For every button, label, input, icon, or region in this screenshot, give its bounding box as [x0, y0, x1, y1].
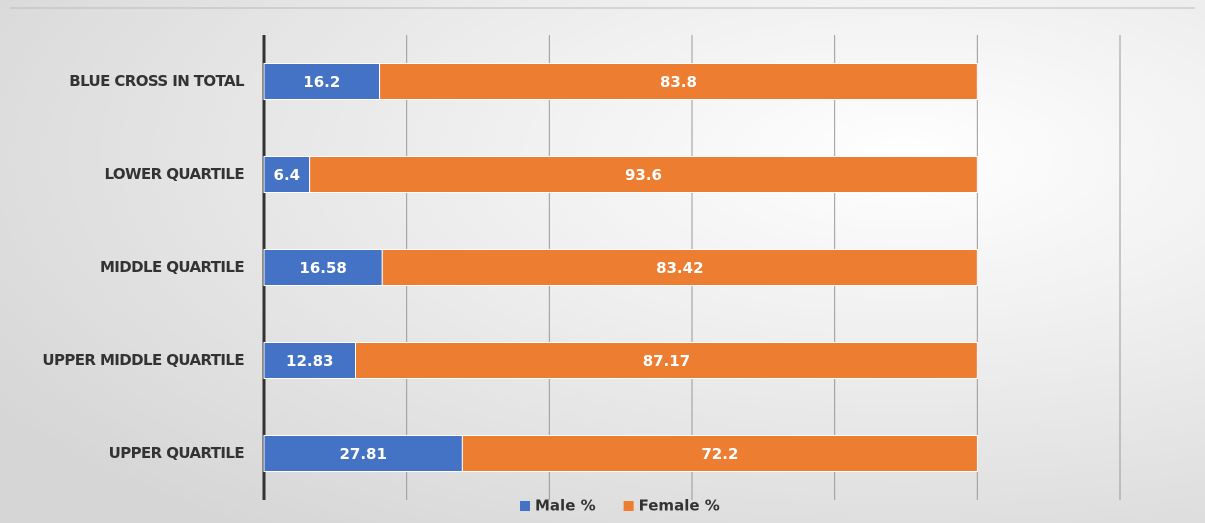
data-label: 87.17 [643, 352, 690, 370]
data-label: 72.2 [701, 445, 738, 463]
bar-segment [461, 435, 978, 472]
bar-segment [379, 63, 978, 100]
bar-segment [355, 342, 978, 379]
bar-segment [263, 435, 463, 472]
legend-label: Female % [639, 497, 720, 515]
legend-label: Male % [535, 497, 596, 515]
category-label: BLUE CROSS IN TOTAL [69, 72, 245, 90]
legend-swatch [623, 501, 634, 511]
bar-segment [263, 249, 383, 286]
bar-segment [381, 249, 978, 286]
data-label: 16.58 [299, 259, 346, 277]
data-label: 6.4 [274, 166, 301, 184]
data-label: 16.2 [303, 73, 340, 91]
legend-swatch [520, 501, 530, 511]
bar-segment [309, 156, 978, 193]
category-label: LOWER QUARTILE [104, 165, 244, 183]
category-label: UPPER QUARTILE [109, 444, 245, 462]
category-label: MIDDLE QUARTILE [100, 258, 244, 276]
bar-segment [263, 63, 381, 100]
data-label: 83.42 [656, 259, 703, 277]
bar-segment [263, 342, 357, 379]
data-label: 12.83 [286, 352, 333, 370]
category-label: UPPER MIDDLE QUARTILE [42, 351, 244, 369]
data-label: 27.81 [339, 445, 386, 463]
data-label: 83.8 [660, 73, 697, 91]
data-label: 93.6 [625, 166, 662, 184]
